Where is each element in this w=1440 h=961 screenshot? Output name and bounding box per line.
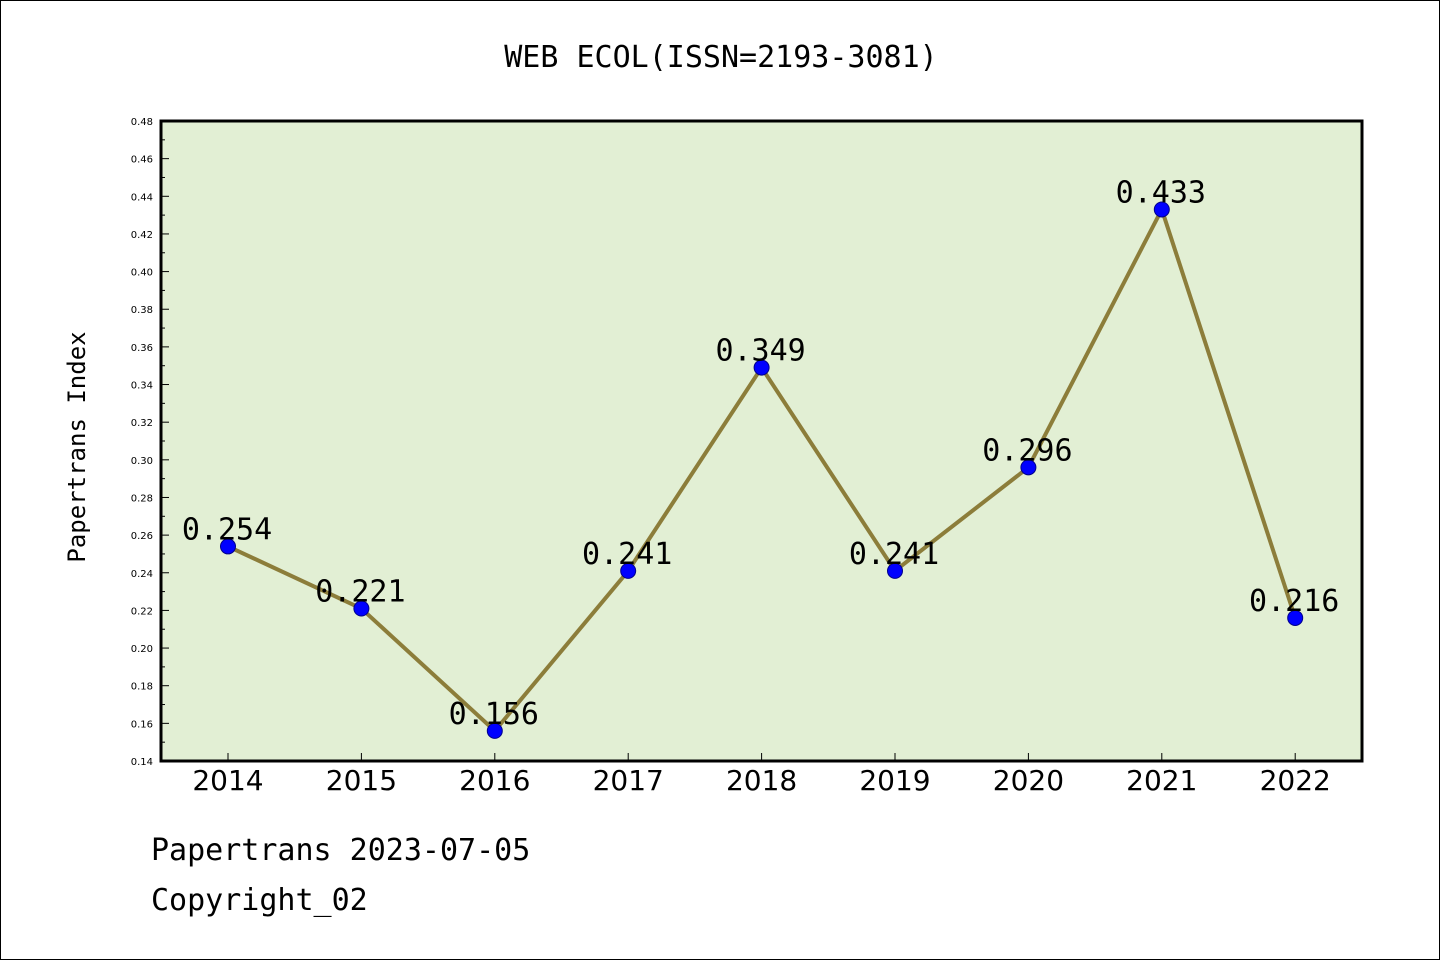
y-tick-label: 0.28	[131, 493, 153, 504]
data-label: 0.156	[449, 697, 539, 732]
footer-copyright: Copyright_02	[151, 883, 368, 918]
x-tick-label: 2016	[459, 764, 530, 797]
x-tick-label: 2015	[326, 764, 397, 797]
plot-border	[159, 119, 1364, 763]
data-label: 0.254	[182, 512, 272, 547]
data-label: 0.433	[1116, 175, 1206, 210]
data-point	[887, 562, 903, 579]
y-axis-label: Papertrans Index	[63, 331, 91, 562]
y-tick-label: 0.42	[131, 230, 153, 241]
y-tick-label: 0.32	[131, 418, 153, 429]
y-tick-label: 0.40	[131, 268, 153, 279]
data-point	[1287, 609, 1304, 626]
footer-date: Papertrans 2023-07-05	[151, 833, 531, 868]
data-label: 0.296	[982, 433, 1072, 468]
data-label: 0.241	[582, 537, 672, 572]
y-tick-label: 0.24	[131, 569, 153, 580]
y-tick-label: 0.16	[131, 719, 153, 730]
x-tick-label: 2018	[726, 764, 797, 797]
x-tick-label: 2017	[593, 764, 664, 797]
data-label: 0.216	[1249, 584, 1339, 619]
data-point	[1153, 201, 1170, 218]
x-tick-label: 2014	[192, 764, 263, 797]
data-label: 0.241	[849, 537, 939, 572]
y-tick-label: 0.46	[131, 155, 153, 166]
x-axis: 2014 2015 2016 2017 2018 2019 2020 2021 2022	[192, 753, 1331, 797]
y-tick-label: 0.26	[131, 531, 153, 542]
data-point	[753, 359, 770, 376]
data-label: 0.221	[315, 575, 405, 610]
y-tick-label: 0.18	[131, 682, 153, 693]
data-point	[220, 538, 236, 555]
y-axis: 0.14 0.16 0.18 0.20 0.22 0.24 0.26 0.28 0.30 0.32…	[131, 117, 169, 768]
x-tick-label: 2019	[859, 764, 930, 797]
y-tick-label: 0.22	[131, 606, 153, 617]
y-tick-label: 0.14	[131, 757, 153, 768]
x-tick-label: 2020	[993, 764, 1064, 797]
y-tick-label: 0.36	[131, 343, 153, 354]
y-tick-label: 0.38	[131, 305, 153, 316]
series-layer: 0.254 0.221 0.156 0.241 0.349 0.241 0.296 0.433…	[182, 175, 1339, 739]
chart-title: WEB ECOL(ISSN=2193-3081)	[504, 40, 937, 75]
plot-area	[161, 121, 1362, 761]
data-label: 0.349	[715, 334, 805, 369]
y-tick-label: 0.48	[131, 117, 153, 128]
x-tick-label: 2021	[1126, 764, 1197, 797]
y-tick-label: 0.30	[131, 456, 153, 467]
y-tick-label: 0.34	[131, 381, 153, 392]
y-tick-label: 0.44	[131, 192, 153, 203]
x-tick-label: 2022	[1260, 764, 1331, 797]
data-point	[620, 562, 637, 579]
data-point	[486, 722, 503, 739]
data-point	[1020, 459, 1037, 476]
y-tick-label: 0.20	[131, 644, 153, 655]
data-point	[353, 600, 370, 617]
